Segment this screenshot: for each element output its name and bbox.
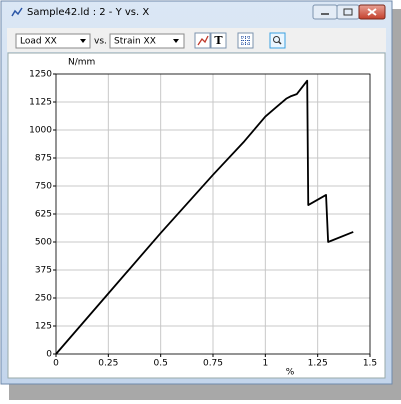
dropdown-arrow — [173, 39, 179, 43]
x-tick-label: 1.5 — [363, 359, 377, 369]
y-select[interactable] — [15, 33, 91, 49]
y-tick-label: 1000 — [29, 126, 52, 136]
x-tick-label: 0.5 — [154, 359, 168, 369]
text-button[interactable] — [210, 32, 227, 49]
y-tick-label: 1250 — [29, 70, 52, 80]
y-tick-label: 500 — [35, 238, 52, 248]
chart-style-button[interactable] — [194, 32, 211, 49]
dropdown-arrow — [80, 39, 86, 43]
zoom-icon — [273, 36, 280, 43]
text-button-label: T — [214, 34, 223, 47]
minimize-button[interactable] — [312, 4, 338, 20]
x-tick-label: 0 — [53, 359, 59, 369]
y-tick-label: 0 — [46, 350, 52, 360]
window-title: Sample42.ld : 2 - Y vs. X — [27, 7, 149, 18]
plot-panel — [7, 52, 386, 379]
chart-style-icon — [197, 35, 209, 46]
y-tick-label: 1125 — [29, 98, 52, 108]
x-tick-label: 0.75 — [203, 359, 223, 369]
data-line — [55, 79, 354, 355]
x-select-text: Strain XX — [114, 37, 156, 47]
y-select-text: Load XX — [20, 37, 57, 47]
y-tick-label: 875 — [35, 154, 52, 164]
y-tick-label: 375 — [35, 266, 52, 276]
window-icon — [11, 7, 23, 17]
zoom-button[interactable] — [269, 32, 286, 49]
x-tick-label: 1.25 — [308, 359, 328, 369]
vs-label: vs. — [94, 37, 107, 47]
y-tick-label: 750 — [35, 182, 52, 192]
x-select[interactable] — [109, 33, 185, 49]
y-tick-label: 625 — [35, 210, 52, 220]
x-axis-label: % — [286, 368, 295, 378]
y-tick-label: 125 — [35, 322, 52, 332]
maximize-button[interactable] — [336, 4, 360, 20]
plot-area: 0 125 250 375 500 625 750 875 1000 1125 1250 0 0.25 0… — [29, 70, 377, 369]
x-tick-label: 0.25 — [98, 359, 118, 369]
y-tick-label: 250 — [35, 294, 52, 304]
y-axis-label: N/mm — [68, 58, 95, 68]
close-icon — [367, 8, 377, 16]
maximize-icon — [343, 8, 353, 16]
zoom-icon-handle — [277, 40, 282, 45]
x-tick-label: 1 — [262, 359, 268, 369]
grid-icon — [241, 36, 250, 45]
plot-frame — [55, 73, 371, 355]
